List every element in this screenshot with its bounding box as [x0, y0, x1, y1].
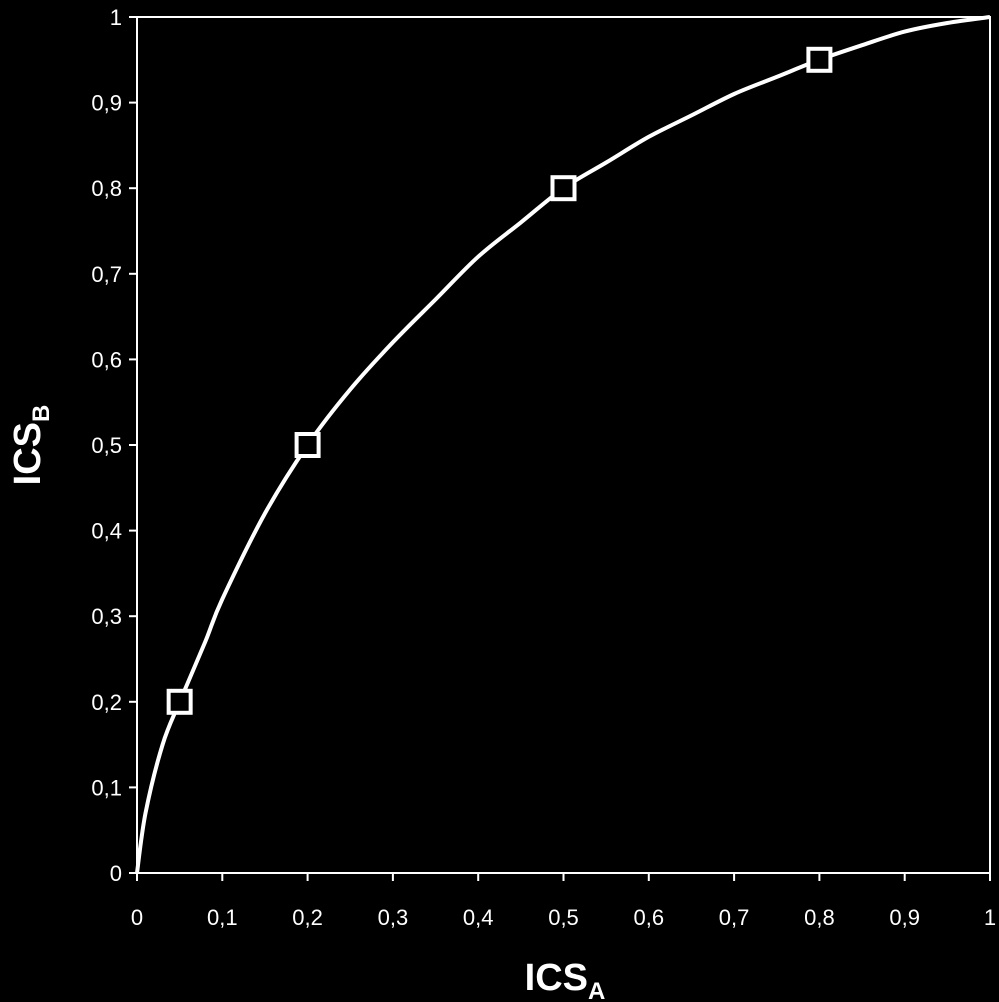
x-tick-label: 0,7	[719, 905, 750, 930]
x-axis-title-subscript: A	[588, 978, 605, 1002]
y-tick-label: 0,2	[91, 690, 122, 715]
y-tick-label: 0,7	[91, 262, 122, 287]
data-point-marker	[806, 46, 833, 73]
y-axis-title: ICSB	[7, 405, 55, 486]
data-point-marker	[550, 175, 577, 202]
plot-area	[136, 16, 991, 874]
x-tick-label: 0,1	[207, 905, 238, 930]
axis-ticks: 0 0,1 0,2 0,3 0,4 0,5 0,6 0,7 0,8 0,9 1 0 0,1 0,2 0,3 0…	[91, 5, 996, 930]
x-axis-title: ICSA	[525, 957, 606, 1002]
y-axis-title-subscript: B	[28, 405, 55, 422]
y-tick-label: 0,3	[91, 604, 122, 629]
y-tick-label: 0,5	[91, 433, 122, 458]
x-tick-label: 0,5	[548, 905, 579, 930]
x-tick-label: 0,3	[378, 905, 409, 930]
data-point-marker	[294, 432, 321, 458]
x-axis-title-main: ICS	[525, 957, 588, 999]
y-tick-label: 1	[110, 5, 122, 30]
y-tick-label: 0,6	[91, 347, 122, 372]
y-tick-label: 0	[110, 861, 122, 886]
x-tick-label: 0,4	[463, 905, 494, 930]
x-tick-label: 1	[984, 905, 996, 930]
y-tick-label: 0,9	[91, 91, 122, 116]
x-tick-label: 0,8	[804, 905, 835, 930]
y-tick-label: 0,4	[91, 519, 122, 544]
data-point-marker	[166, 688, 193, 715]
x-tick-label: 0,6	[634, 905, 665, 930]
series-markers-group	[166, 46, 833, 715]
y-tick-label: 0,1	[91, 775, 122, 800]
y-tick-label: 0,8	[91, 176, 122, 201]
y-axis-title-main: ICS	[7, 422, 49, 485]
x-tick-label: 0	[131, 905, 143, 930]
x-tick-label: 0,2	[292, 905, 323, 930]
x-tick-label: 0,9	[889, 905, 920, 930]
